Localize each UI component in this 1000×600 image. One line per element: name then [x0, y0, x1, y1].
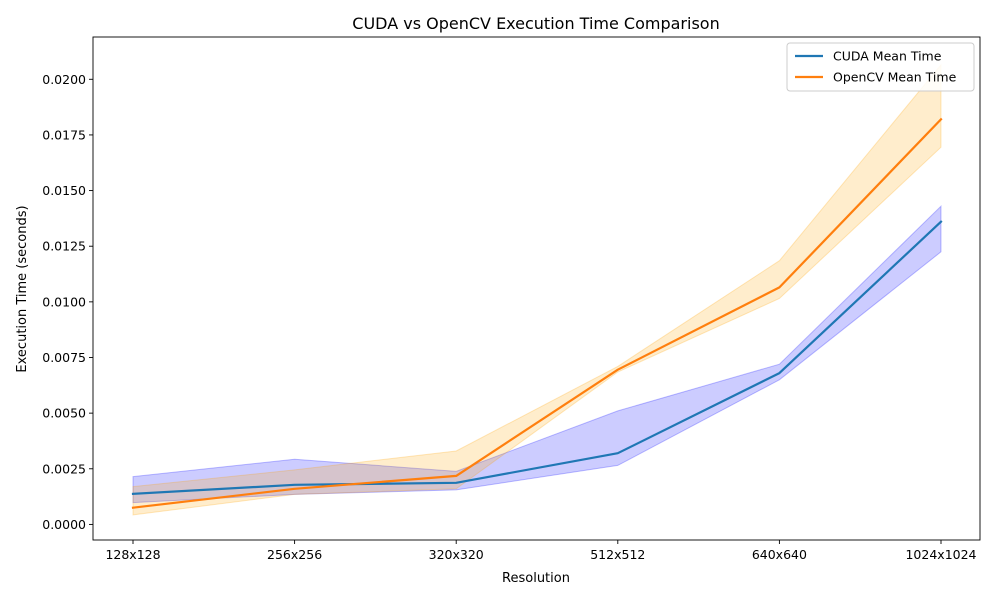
x-tick-label: 128x128: [105, 547, 160, 562]
legend-box: [786, 42, 975, 92]
line-cuda: [131, 220, 943, 496]
series-lines: [131, 117, 943, 509]
x-axis-label: Resolution: [502, 571, 570, 586]
y-tick-label: 0.0050: [42, 406, 86, 421]
axes: 0.0000 0.0025 0.0050 0.0075 0.0100 0.0125 0.01…: [42, 36, 981, 562]
legend-label-cuda: CUDA Mean Time: [833, 49, 942, 64]
band-cuda: [132, 205, 942, 504]
legend: CUDA Mean Time OpenCV Mean Time: [786, 42, 975, 92]
y-tick-label: 0.0100: [42, 294, 86, 309]
x-tick-label: 320x320: [429, 547, 484, 562]
x-tick-label: 256x256: [267, 547, 322, 562]
line-opencv: [131, 117, 943, 509]
confidence-bands: [132, 63, 942, 516]
y-tick-label: 0.0175: [42, 127, 86, 142]
band-opencv: [132, 63, 942, 516]
y-tick-label: 0.0200: [42, 72, 86, 87]
y-tick-label: 0.0000: [42, 517, 86, 532]
x-tick-label: 640x640: [752, 547, 807, 562]
y-axis-label: Execution Time (seconds): [15, 205, 30, 372]
x-tick-label: 512x512: [590, 547, 645, 562]
chart-title: CUDA vs OpenCV Execution Time Comparison: [352, 14, 719, 33]
y-tick-label: 0.0025: [42, 461, 86, 476]
legend-label-opencv: OpenCV Mean Time: [833, 70, 957, 85]
plot-frame: [92, 36, 981, 541]
y-tick-label: 0.0075: [42, 350, 86, 365]
y-tick-label: 0.0150: [42, 183, 86, 198]
x-tick-label: 1024x1024: [905, 547, 976, 562]
y-tick-label: 0.0125: [42, 239, 86, 254]
